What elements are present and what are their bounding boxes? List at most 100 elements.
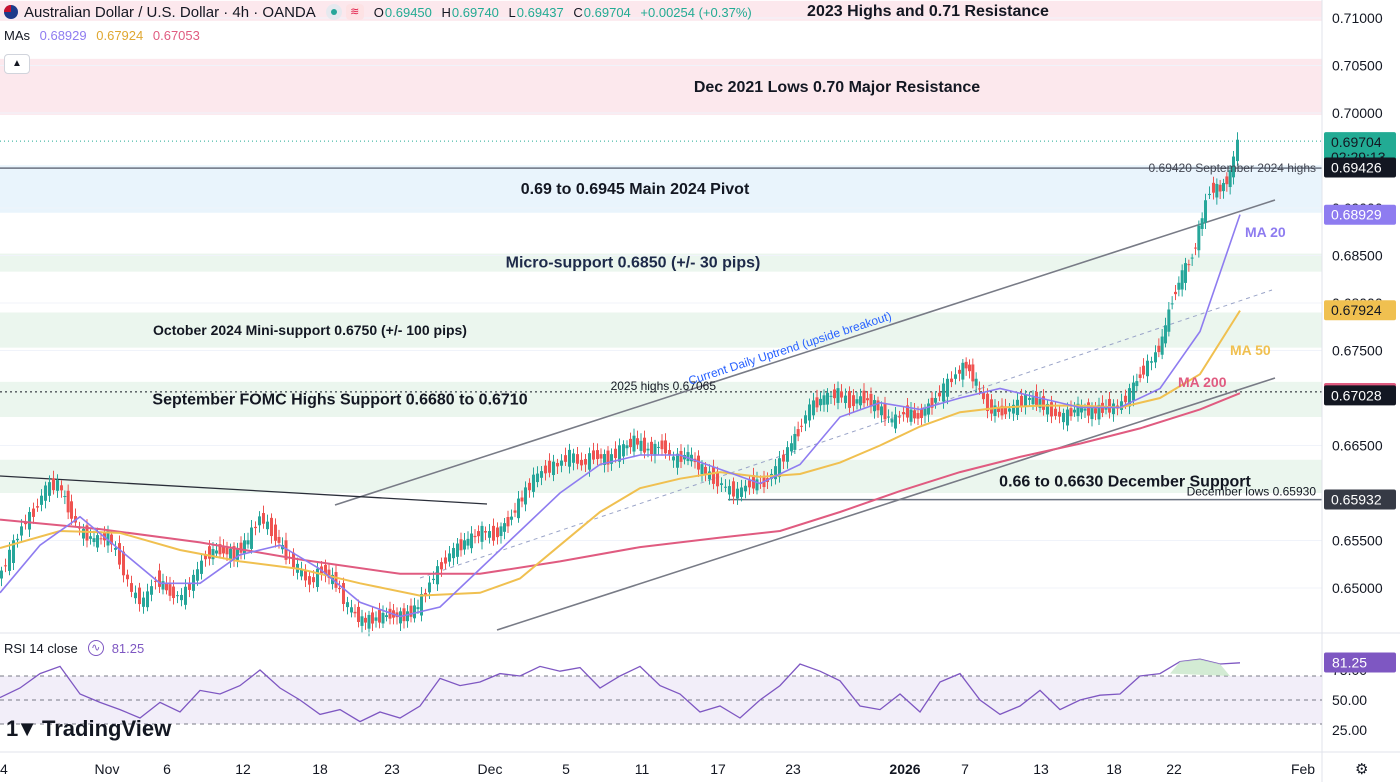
candle-body: [277, 536, 281, 543]
candle-body: [653, 443, 657, 456]
time-tick-4: 23: [384, 761, 400, 777]
candle-body: [232, 546, 236, 560]
candle-body: [603, 454, 606, 465]
candle-body: [463, 540, 466, 550]
candle-body: [622, 444, 625, 457]
candle-body: [997, 408, 1000, 412]
price-tag-text-0: 0.69704: [1331, 134, 1382, 150]
candle-body: [812, 400, 815, 416]
candle-body: [712, 467, 715, 484]
candle-body: [110, 534, 113, 545]
candle-body: [596, 450, 599, 460]
rsi-legend[interactable]: RSI 14 close ∿ 81.25: [4, 640, 144, 656]
candle-body: [913, 410, 916, 419]
candle-body: [686, 452, 690, 462]
candle-body: [327, 569, 331, 578]
candle-body: [880, 406, 883, 416]
candle-body: [679, 450, 683, 462]
time-tick-13: 18: [1106, 761, 1122, 777]
price-tag-3: [1324, 300, 1396, 321]
time-tick-9: 23: [785, 761, 801, 777]
candle-body: [215, 550, 218, 554]
rsi-settings-icon[interactable]: ∿: [87, 640, 104, 656]
candle-body: [934, 398, 937, 403]
candle-body: [793, 433, 797, 450]
uptrend-lower-line: [496, 377, 1276, 631]
candle-body: [346, 602, 349, 608]
time-tick-7: 11: [635, 761, 650, 777]
candle-body: [859, 396, 862, 406]
candle-body: [740, 487, 743, 497]
candle-body: [664, 440, 667, 454]
candle-body: [1080, 405, 1083, 413]
candle-body: [1042, 396, 1045, 410]
candle-body: [258, 516, 261, 526]
tradingview-logo[interactable]: 1▼ TradingView: [6, 716, 171, 742]
candle-body: [420, 593, 423, 616]
candle-body: [161, 581, 165, 590]
collapse-legend-button[interactable]: ▲: [4, 54, 30, 74]
candle-body: [353, 611, 357, 614]
time-tick-11: 7: [961, 761, 969, 777]
candle-body: [82, 528, 85, 539]
candle-body: [1142, 365, 1145, 375]
candle-body: [876, 400, 880, 411]
candle-body: [894, 414, 897, 429]
time-tick-8: 17: [710, 761, 726, 777]
candle-body: [184, 586, 187, 605]
candle-body: [855, 399, 859, 404]
symbol-title[interactable]: Australian Dollar / U.S. Dollar · 4h · O…: [24, 3, 316, 21]
candle-body: [168, 584, 172, 596]
candle-body: [409, 605, 413, 617]
candle-body: [36, 506, 39, 508]
candle-body: [536, 473, 539, 483]
price-tag-text-3: 0.67924: [1331, 302, 1382, 318]
candle-body: [946, 378, 949, 397]
candle-body: [916, 413, 920, 419]
settings-gear-icon[interactable]: ⚙: [1355, 761, 1369, 778]
market-status-icon[interactable]: [325, 4, 342, 20]
candle-body: [448, 553, 451, 562]
wave-icon[interactable]: ≋: [345, 4, 364, 20]
candle-body: [819, 398, 822, 406]
ma-legend[interactable]: MAs 0.68929 0.67924 0.67053: [4, 28, 206, 43]
candle-body: [1138, 374, 1142, 378]
candle-body: [954, 374, 957, 379]
candle-body: [204, 555, 207, 560]
price-tag-6: [1324, 489, 1396, 510]
candle-body: [544, 465, 547, 474]
candle-body: [444, 557, 447, 564]
price-tick-0: 0.71000: [1332, 10, 1383, 26]
candle-body: [20, 526, 23, 536]
candle-body: [923, 408, 927, 416]
candle-body: [1076, 403, 1080, 417]
zone-support-6: [0, 459, 1322, 493]
time-tick-0: Nov: [95, 761, 120, 777]
candle-body: [96, 535, 99, 548]
candle-body: [374, 617, 378, 621]
candle-body: [869, 393, 873, 407]
candle-body: [1097, 404, 1101, 420]
candle-body: [1112, 403, 1115, 415]
candle-body: [44, 485, 47, 501]
candle-body: [610, 454, 613, 464]
candle-body: [32, 508, 35, 517]
candle-body: [142, 597, 145, 607]
candle-body: [883, 403, 887, 420]
candle-body: [672, 456, 675, 461]
price-tick-1: 0.70500: [1332, 58, 1383, 74]
candle-body: [736, 488, 739, 499]
time-tick-5: Dec: [478, 761, 503, 777]
rsi-tick-1: 50.00: [1332, 692, 1367, 708]
low-value: 0.69437: [516, 4, 564, 20]
candle-body: [1094, 408, 1097, 414]
candle-body: [974, 378, 978, 386]
candle-body: [1208, 193, 1211, 196]
candle-body: [134, 592, 137, 599]
candle-body: [66, 490, 70, 513]
candle-body: [520, 497, 524, 502]
candle-body: [114, 547, 117, 550]
uptrend-mid-line: [419, 289, 1273, 579]
candle-body: [324, 564, 327, 576]
